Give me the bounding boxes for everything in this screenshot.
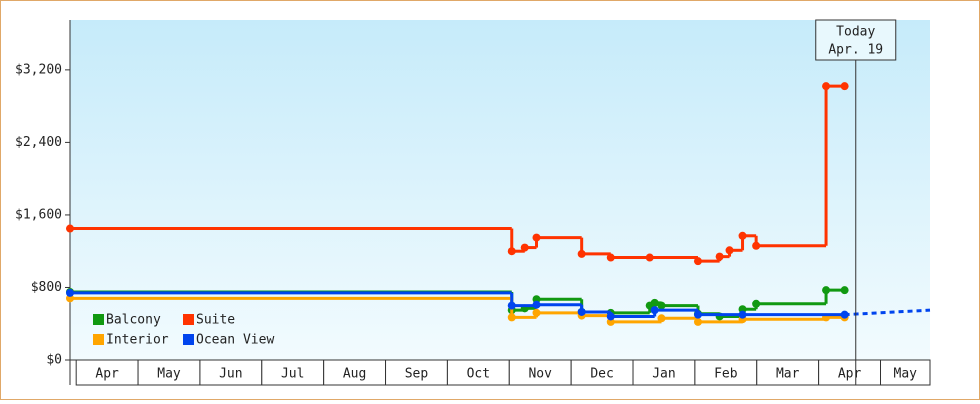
point <box>532 233 541 242</box>
month-box <box>818 359 882 386</box>
month-box <box>261 359 325 386</box>
point <box>645 253 654 262</box>
x-tick-label: Dec <box>590 367 613 382</box>
y-tick-label: $1,600 <box>15 207 62 222</box>
legend-label: Balcony <box>106 313 161 328</box>
series <box>66 82 849 266</box>
point <box>752 299 761 308</box>
month-box <box>446 359 510 386</box>
x-tick-label: Mar <box>776 367 800 382</box>
legend-label: Interior <box>106 333 169 348</box>
point <box>657 301 666 310</box>
today-box <box>815 19 897 61</box>
legend-label: Suite <box>196 313 235 328</box>
point <box>693 317 702 326</box>
x-tick-label: Oct <box>467 367 490 382</box>
point <box>738 310 747 319</box>
point <box>840 82 849 91</box>
point <box>606 312 615 321</box>
y-tick-label: $800 <box>31 280 62 295</box>
month-box <box>632 359 696 386</box>
point <box>822 286 831 295</box>
x-tick-label: Jul <box>281 367 304 382</box>
x-tick-label: May <box>157 367 181 382</box>
point <box>840 286 849 295</box>
x-tick-label: Nov <box>528 367 552 382</box>
x-tick-label: Apr <box>838 367 862 382</box>
point <box>577 249 586 258</box>
point <box>532 308 541 317</box>
x-tick-label: Aug <box>343 367 366 382</box>
point <box>725 246 734 255</box>
legend-swatch <box>183 314 194 325</box>
point <box>657 314 666 323</box>
point <box>507 313 516 322</box>
point <box>693 310 702 319</box>
point <box>66 224 74 233</box>
x-tick-label: Sep <box>405 367 429 382</box>
point <box>650 298 659 307</box>
series <box>66 288 931 321</box>
point <box>840 310 849 319</box>
y-tick-label: $2,400 <box>15 135 62 150</box>
month-box <box>323 359 387 386</box>
today-label: Today <box>836 25 875 40</box>
x-tick-label: May <box>894 367 918 382</box>
point <box>66 288 74 297</box>
point <box>822 82 831 91</box>
point <box>715 252 724 261</box>
x-tick-label: Feb <box>714 367 738 382</box>
point <box>520 243 529 252</box>
x-tick-label: Jan <box>652 367 675 382</box>
point <box>532 300 541 309</box>
point <box>693 257 702 266</box>
legend-label: Ocean View <box>196 333 274 348</box>
x-tick-label: Apr <box>95 367 119 382</box>
plot-area <box>70 20 930 360</box>
point <box>752 241 761 250</box>
point <box>606 253 615 262</box>
month-box <box>756 359 820 386</box>
today-date: Apr. 19 <box>828 43 883 58</box>
point <box>507 247 516 256</box>
legend-swatch <box>183 334 194 345</box>
legend-swatch <box>93 314 104 325</box>
x-tick-label: Jun <box>219 367 242 382</box>
point <box>507 301 516 310</box>
point <box>577 307 586 316</box>
point <box>650 306 659 315</box>
month-box <box>385 359 448 386</box>
month-box <box>570 359 634 386</box>
y-tick-label: $0 <box>46 353 62 368</box>
point <box>738 231 747 240</box>
month-box <box>880 359 931 386</box>
y-tick-label: $3,200 <box>15 62 62 77</box>
legend-swatch <box>93 334 104 345</box>
series <box>66 294 849 326</box>
